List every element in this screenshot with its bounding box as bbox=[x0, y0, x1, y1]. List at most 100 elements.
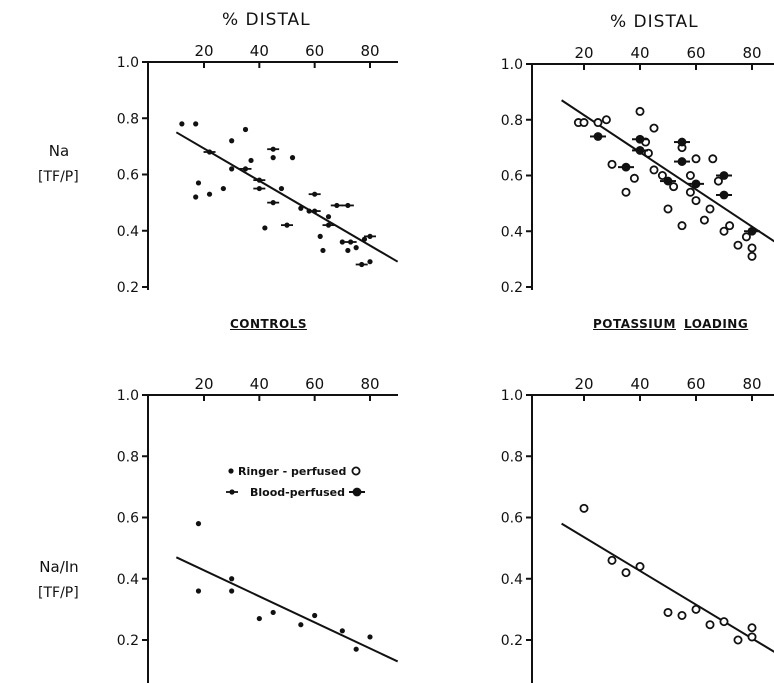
data-point bbox=[308, 191, 321, 197]
data-point bbox=[669, 182, 679, 192]
data-point bbox=[195, 588, 202, 594]
data-point bbox=[312, 612, 318, 619]
panel-potassium_na_in: 20 40 60 80 0.2 0.4 0.6 0.8 1.0 bbox=[501, 375, 774, 683]
y-tick-label: 0.2 bbox=[117, 280, 139, 296]
data-point bbox=[281, 222, 293, 228]
data-point bbox=[635, 562, 645, 572]
y-label-na: Na bbox=[48, 142, 70, 160]
y-tick-label: 0.2 bbox=[117, 633, 139, 649]
data-point bbox=[635, 106, 645, 116]
data-point bbox=[657, 170, 667, 180]
data-point-dot bbox=[352, 487, 362, 497]
data-point bbox=[229, 576, 235, 582]
data-point bbox=[220, 185, 226, 192]
x-tick-label: 20 bbox=[194, 375, 213, 393]
data-point bbox=[239, 166, 252, 172]
data-point bbox=[747, 623, 757, 633]
data-point bbox=[242, 126, 249, 133]
data-point bbox=[601, 115, 611, 125]
x-axis-title-left: % DISTAL bbox=[222, 10, 311, 30]
x-tick-label: 40 bbox=[630, 375, 649, 393]
y-tick-label: 0.4 bbox=[501, 572, 523, 588]
data-point bbox=[685, 170, 695, 180]
data-point bbox=[206, 191, 213, 197]
y-tick-label: 0.4 bbox=[501, 224, 523, 240]
x-tick-label: 60 bbox=[686, 44, 705, 62]
y-label-tfp-top: [TF/P] bbox=[38, 169, 79, 185]
data-point bbox=[691, 154, 701, 164]
data-point-dot bbox=[677, 157, 687, 166]
data-point bbox=[229, 588, 235, 594]
y-tick-label: 0.6 bbox=[501, 169, 523, 185]
panel-controls_na_in: 20 40 60 80 0.2 0.4 0.6 0.8 1.0 bbox=[117, 375, 399, 683]
legend bbox=[226, 466, 365, 497]
data-point bbox=[663, 607, 673, 617]
x-tick-label: 60 bbox=[305, 375, 324, 393]
data-point bbox=[632, 134, 648, 144]
panel-controls_na: 20 40 60 80 0.2 0.4 0.6 0.8 1.0 bbox=[117, 42, 399, 296]
data-point bbox=[248, 157, 254, 164]
data-point bbox=[270, 609, 276, 616]
data-point-dot bbox=[621, 162, 631, 172]
data-point bbox=[725, 221, 735, 231]
data-point bbox=[649, 165, 659, 175]
data-point bbox=[193, 121, 199, 127]
data-point bbox=[719, 226, 729, 236]
data-point bbox=[341, 202, 354, 209]
data-point bbox=[298, 205, 304, 211]
data-point bbox=[590, 132, 606, 141]
data-point bbox=[195, 180, 202, 186]
data-point bbox=[262, 225, 268, 231]
x-tick-label: 20 bbox=[574, 44, 593, 62]
data-point bbox=[733, 635, 743, 645]
y-tick-label: 0.8 bbox=[117, 111, 139, 127]
data-point bbox=[649, 123, 659, 133]
data-point bbox=[708, 154, 718, 164]
data-point bbox=[289, 155, 296, 161]
tfp-bottom-text: TF/P bbox=[43, 585, 74, 601]
data-point bbox=[632, 146, 648, 155]
regression-line bbox=[561, 522, 774, 653]
y-tick-label: 0.8 bbox=[501, 449, 523, 465]
x-tick-label: 20 bbox=[194, 42, 213, 60]
data-point bbox=[733, 240, 743, 250]
data-point bbox=[355, 261, 368, 268]
data-point bbox=[579, 503, 589, 513]
panel-label-potassium: POTASSIUM bbox=[593, 317, 676, 331]
x-tick-label: 80 bbox=[742, 44, 761, 62]
data-point bbox=[203, 149, 216, 155]
data-point bbox=[253, 185, 266, 192]
regression-line bbox=[175, 131, 399, 263]
data-point bbox=[322, 222, 335, 228]
data-point bbox=[685, 187, 695, 197]
data-point bbox=[691, 604, 701, 614]
data-point bbox=[607, 555, 617, 565]
x-tick-label: 20 bbox=[574, 375, 593, 393]
data-point bbox=[713, 176, 723, 186]
data-point bbox=[353, 245, 359, 251]
data-point bbox=[674, 157, 690, 166]
data-point bbox=[229, 166, 235, 172]
y-tick-label: 1.0 bbox=[501, 388, 523, 404]
data-point bbox=[298, 622, 304, 628]
data-point bbox=[226, 489, 238, 495]
data-point bbox=[228, 468, 234, 474]
x-tick-label: 80 bbox=[742, 375, 761, 393]
data-point bbox=[320, 247, 326, 254]
data-point bbox=[705, 204, 715, 214]
data-point bbox=[367, 634, 373, 640]
data-point bbox=[593, 118, 603, 128]
data-point bbox=[253, 177, 266, 183]
data-point bbox=[699, 215, 709, 225]
x-tick-label: 40 bbox=[250, 42, 269, 60]
data-point bbox=[308, 208, 321, 214]
panel-label-controls: CONTROLS bbox=[230, 317, 307, 331]
data-point bbox=[270, 155, 276, 161]
x-tick-label: 80 bbox=[360, 375, 379, 393]
data-point bbox=[716, 190, 732, 200]
data-point bbox=[344, 239, 357, 245]
data-point bbox=[330, 202, 343, 209]
data-point bbox=[339, 239, 345, 245]
y-tick-label: 0.2 bbox=[501, 633, 523, 649]
